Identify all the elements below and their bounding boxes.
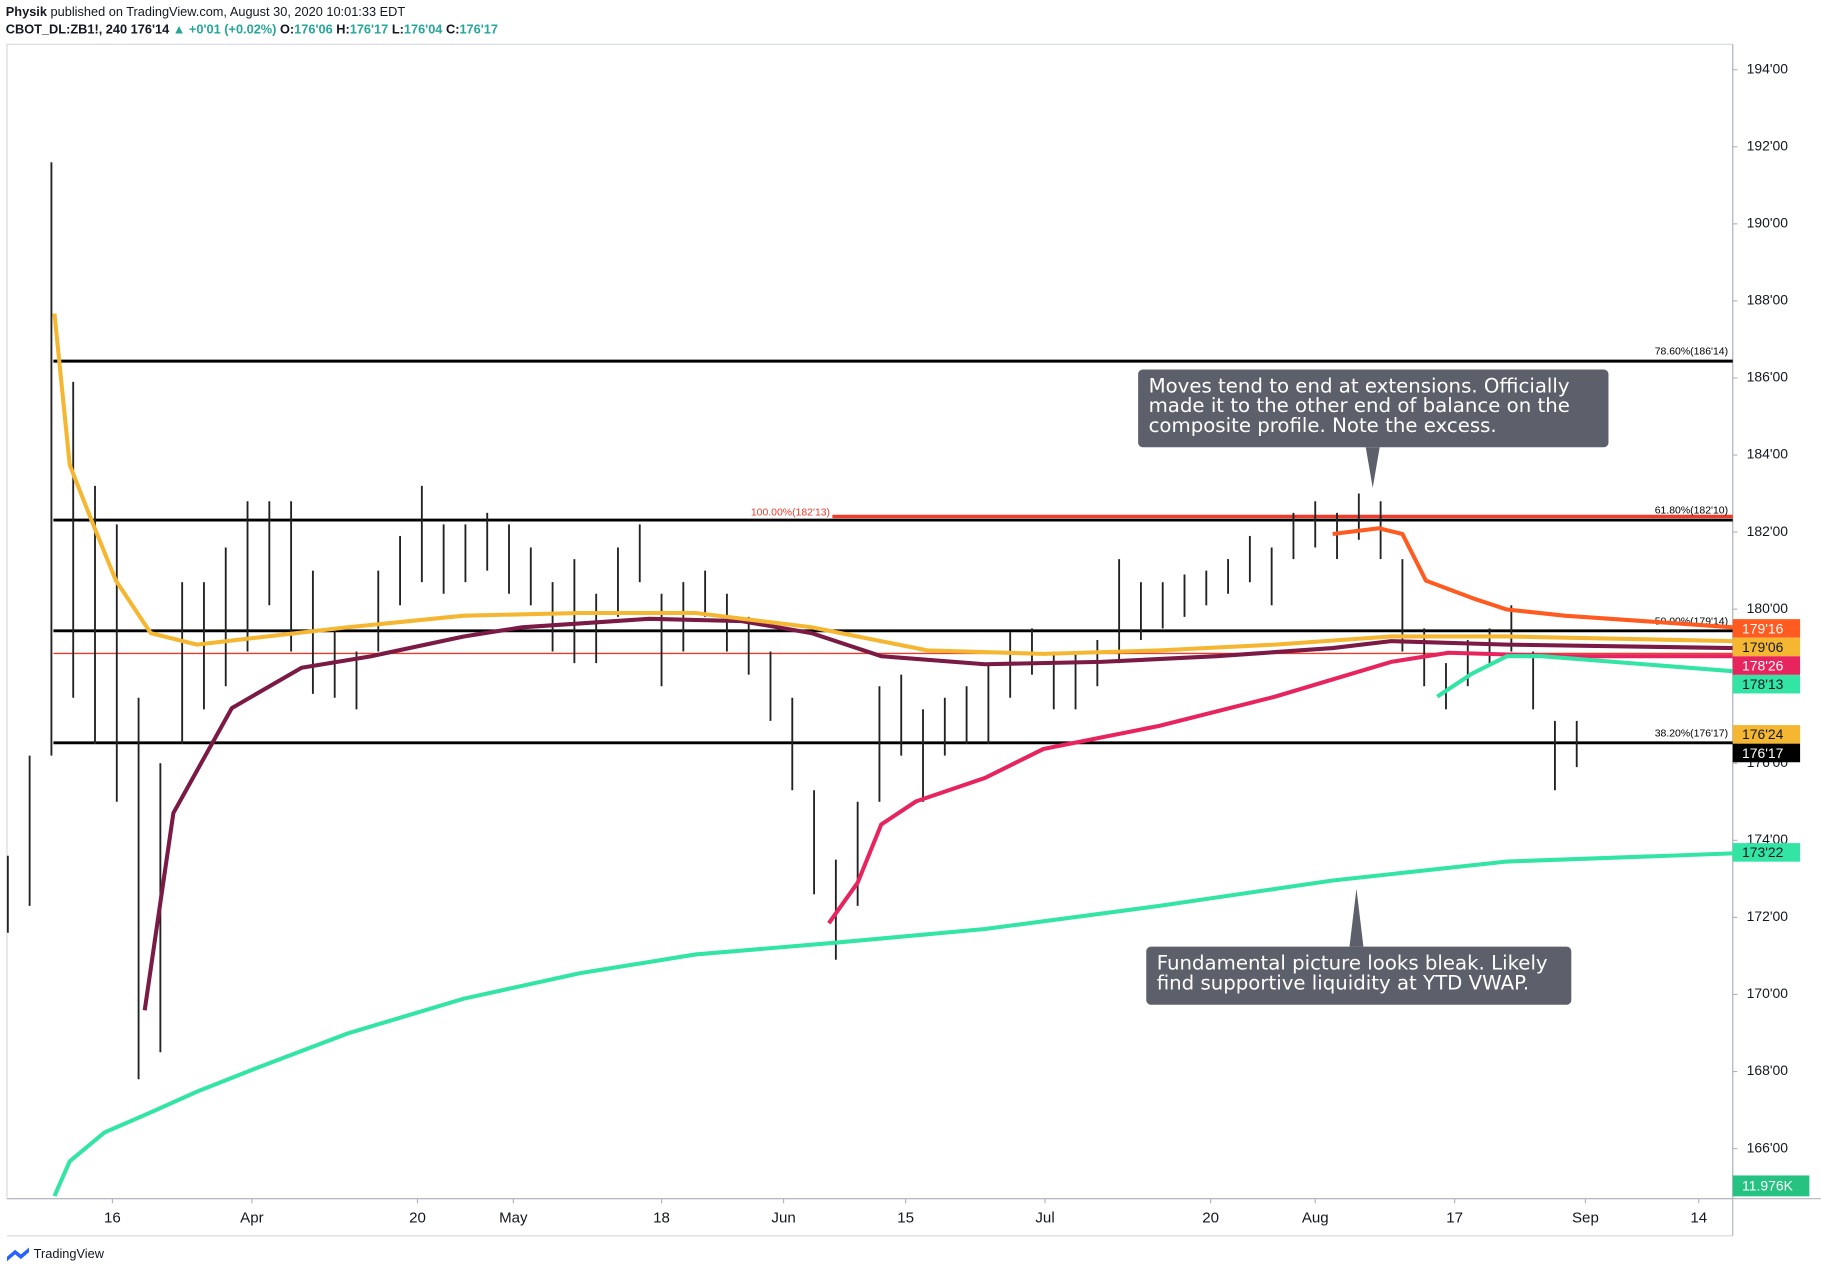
- y-tick-label: 194'00: [1747, 60, 1789, 76]
- annotation-text: made it to the other end of balance on t…: [1149, 394, 1570, 417]
- price-label-box: [1732, 674, 1801, 694]
- fib-label: 38.20%(176'17): [1655, 728, 1728, 739]
- low-label: L:: [392, 22, 404, 37]
- open: 176'06: [294, 22, 333, 37]
- y-tick-label: 192'00: [1747, 137, 1789, 153]
- close: 176'17: [459, 22, 498, 37]
- y-tick-label: 184'00: [1747, 446, 1789, 462]
- low: 176'04: [404, 22, 443, 37]
- annotation: Fundamental picture looks bleak. Likelyf…: [1146, 888, 1572, 1005]
- close-label: C:: [446, 22, 459, 37]
- published: published on TradingView.com, August 30,…: [51, 4, 406, 19]
- annotation-text: Fundamental picture looks bleak. Likely: [1157, 952, 1548, 975]
- indicator-line: [827, 650, 1733, 925]
- price-label-box: [1732, 743, 1801, 763]
- high-label: H:: [336, 22, 349, 37]
- x-tick-label: Aug: [1302, 1209, 1329, 1226]
- annotation-text: find supportive liquidity at YTD VWAP.: [1157, 971, 1529, 994]
- last: 176'14: [131, 22, 170, 37]
- fib-label: 61.80%(182'10): [1655, 506, 1728, 517]
- y-tick-label: 180'00: [1747, 600, 1789, 616]
- annotation-box: [1146, 946, 1572, 1005]
- y-tick-label: 170'00: [1747, 985, 1789, 1001]
- indicator-line: [52, 313, 1733, 656]
- indicator-line: [1436, 654, 1733, 699]
- y-tick-label: 186'00: [1747, 369, 1789, 385]
- y-tick-label: 168'00: [1747, 1062, 1789, 1078]
- header-line-1: Physik published on TradingView.com, Aug…: [6, 4, 406, 19]
- x-tick-label: 16: [104, 1209, 121, 1226]
- annotation-tail: [1349, 888, 1364, 947]
- header-line-2: CBOT_DL:ZB1!, 240 176'14 ▲ +0'01 (+0.02%…: [6, 22, 498, 37]
- price-label-box: [1732, 637, 1801, 657]
- y-tick-label: 174'00: [1747, 831, 1789, 847]
- y-tick-label: 172'00: [1747, 908, 1789, 924]
- price-label-box: [1732, 619, 1801, 638]
- x-tick-label: May: [499, 1209, 528, 1226]
- x-tick-label: 14: [1690, 1209, 1707, 1226]
- price-label: 176'24: [1742, 726, 1784, 742]
- price-label: 178'13: [1742, 676, 1784, 692]
- x-tick-label: 18: [653, 1209, 670, 1226]
- annotation-text: composite profile. Note the excess.: [1149, 414, 1497, 437]
- indicator-line: [142, 616, 1733, 1011]
- x-tick-label: Jun: [771, 1209, 795, 1226]
- author: Physik: [6, 4, 48, 19]
- x-tick-label: Jul: [1035, 1209, 1054, 1226]
- x-tick-label: 20: [1202, 1209, 1219, 1226]
- price-label: 173'22: [1742, 844, 1784, 860]
- change: ▲ +0'01 (+0.02%): [173, 22, 277, 37]
- logo-icon: [6, 1247, 30, 1262]
- open-label: O:: [280, 22, 294, 37]
- footer-brand: TradingView: [34, 1246, 105, 1261]
- x-tick-label: 17: [1446, 1209, 1463, 1226]
- price-label-box: [1732, 656, 1801, 675]
- price-label: 179'06: [1742, 639, 1784, 655]
- indicator-line: [52, 851, 1733, 1197]
- fib-label: 50.00%(179'14): [1655, 616, 1728, 627]
- annotation-box: [1138, 369, 1609, 448]
- y-tick-label: 166'00: [1747, 1139, 1789, 1155]
- footer-logo: TradingView: [6, 1246, 105, 1262]
- annotation: Moves tend to end at extensions. Officia…: [1138, 369, 1609, 488]
- symbol: CBOT_DL:ZB1!, 240: [6, 22, 127, 37]
- y-tick-label: 190'00: [1747, 215, 1789, 231]
- x-tick-label: Sep: [1572, 1209, 1599, 1226]
- volume-label: 11.976K: [1742, 1178, 1794, 1194]
- annotation-tail: [1365, 447, 1380, 488]
- price-label: 176'17: [1742, 745, 1784, 761]
- price-label-box: [1732, 725, 1801, 744]
- fib-label: 78.60%(186'14): [1655, 347, 1728, 358]
- price-label: 179'16: [1742, 620, 1784, 636]
- indicator-line: [1332, 526, 1733, 630]
- y-tick-label: 182'00: [1747, 523, 1789, 539]
- volume-label-box: [1732, 1175, 1810, 1197]
- price-label-box: [1732, 843, 1801, 862]
- x-tick-label: 15: [897, 1209, 914, 1226]
- y-tick-label: 188'00: [1747, 292, 1789, 308]
- extension-label: 100.00%(182'13): [751, 508, 830, 519]
- x-tick-label: 20: [409, 1209, 426, 1226]
- high: 176'17: [350, 22, 389, 37]
- annotation-text: Moves tend to end at extensions. Officia…: [1149, 374, 1570, 397]
- price-label: 178'26: [1742, 657, 1784, 673]
- x-tick-label: Apr: [240, 1209, 263, 1226]
